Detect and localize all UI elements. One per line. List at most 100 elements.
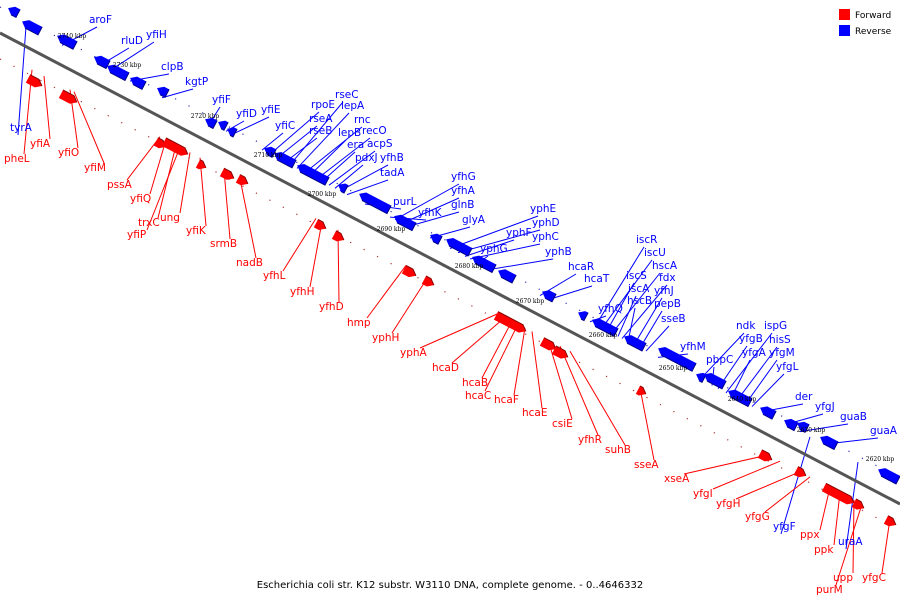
label-connector bbox=[751, 373, 785, 407]
feature-edge bbox=[799, 424, 810, 433]
label-connector bbox=[269, 111, 320, 155]
reverse-gene-feature bbox=[359, 192, 392, 214]
gene-label-yfhH: yfhH bbox=[290, 286, 314, 298]
gene-label-hmp: hmp bbox=[347, 317, 371, 329]
tick-label: 2700 kbp bbox=[308, 191, 337, 198]
gene-label-yfiK: yfiK bbox=[186, 225, 207, 237]
label-connector bbox=[391, 276, 429, 334]
feature-edge bbox=[109, 72, 130, 82]
gene-label-kgtP: kgtP bbox=[185, 76, 208, 88]
feature-edge bbox=[335, 230, 345, 241]
feature-edge bbox=[425, 275, 435, 286]
reverse-gene-feature bbox=[728, 389, 753, 407]
tick-label: 2690 kbp bbox=[377, 226, 406, 233]
gene-label-rluD: rluD bbox=[121, 35, 143, 47]
label-connector bbox=[401, 197, 460, 224]
reverse-gene-feature bbox=[338, 183, 349, 194]
feature-edge bbox=[223, 167, 235, 179]
label-connector bbox=[617, 295, 637, 337]
label-connector bbox=[481, 320, 513, 379]
label-connector bbox=[699, 332, 745, 380]
gene-label-yfiE: yfiE bbox=[261, 104, 280, 116]
feature-edge bbox=[880, 475, 900, 485]
gene-label-yfhG: yfhG bbox=[451, 171, 476, 183]
gene-label-rseB: rseB bbox=[309, 125, 332, 137]
gene-label-rseA: rseA bbox=[309, 113, 333, 125]
feature-edge bbox=[825, 482, 855, 504]
gene-label-tyrA: tyrA bbox=[10, 122, 33, 134]
feature-edge bbox=[544, 293, 557, 303]
label-connector bbox=[780, 436, 811, 535]
reverse-gene-feature bbox=[878, 468, 900, 484]
gene-features bbox=[8, 6, 900, 527]
forward-gene-feature bbox=[195, 159, 206, 170]
gene-label-hcaB: hcaB bbox=[462, 377, 488, 389]
reverse-gene-feature bbox=[696, 372, 707, 383]
tick-label: 2650 kbp bbox=[659, 365, 688, 372]
gene-label-trxC: trxC bbox=[138, 217, 160, 229]
gene-label-yphD: yphD bbox=[532, 217, 560, 229]
gene-label-tadA: tadA bbox=[380, 167, 405, 179]
gene-label-hcaD: hcaD bbox=[432, 362, 459, 374]
feature-edge bbox=[594, 325, 619, 338]
reverse-gene-feature bbox=[227, 127, 238, 137]
gene-label-yfiM: yfiM bbox=[84, 162, 106, 174]
reverse-gene-feature bbox=[760, 406, 777, 420]
label-connector bbox=[764, 476, 811, 513]
gene-label-hcaC: hcaC bbox=[465, 390, 491, 402]
forward-gene-feature bbox=[551, 345, 568, 359]
gene-label-rnc: rnc bbox=[354, 114, 371, 126]
gene-label-iscS: iscS bbox=[626, 270, 647, 282]
feature-edge bbox=[239, 174, 249, 185]
gene-label-suhB: suhB bbox=[605, 444, 631, 456]
feature-edge bbox=[276, 159, 297, 169]
label-connector bbox=[161, 88, 194, 99]
forward-gene-feature bbox=[25, 74, 42, 88]
legend-reverse-swatch bbox=[839, 25, 850, 36]
label-connector bbox=[419, 313, 499, 349]
reverse-gene-feature bbox=[297, 164, 330, 186]
feature-edge bbox=[660, 354, 697, 372]
label-connector bbox=[835, 503, 863, 586]
gene-label-yfiO: yfiO bbox=[58, 147, 79, 159]
forward-gene-feature bbox=[635, 385, 646, 396]
gene-label-purM: purM bbox=[816, 584, 843, 596]
reverse-gene-feature bbox=[274, 151, 297, 168]
label-connector bbox=[852, 499, 855, 574]
forward-gene-feature bbox=[219, 168, 234, 180]
label-connector bbox=[231, 116, 270, 135]
gene-label-pdxJ: pdxJ bbox=[355, 152, 378, 164]
gene-label-guaA: guaA bbox=[870, 425, 898, 437]
gene-label-yfiC: yfiC bbox=[275, 120, 295, 132]
label-connector bbox=[43, 75, 51, 140]
gene-label-yfgM: yfgM bbox=[769, 347, 795, 359]
tick-label: 2640 kbp bbox=[728, 396, 757, 403]
gene-label-yfhM: yfhM bbox=[680, 341, 706, 353]
reverse-gene-feature bbox=[57, 34, 78, 50]
reverse-gene-feature bbox=[820, 435, 839, 450]
gene-label-yfgC: yfgC bbox=[862, 572, 886, 584]
label-connector bbox=[309, 221, 323, 288]
forward-gene-feature bbox=[58, 89, 77, 104]
reverse-gene-feature bbox=[704, 373, 727, 389]
gene-label-yfhR: yfhR bbox=[578, 434, 602, 446]
label-connector bbox=[146, 147, 181, 231]
label-connector bbox=[737, 346, 778, 400]
forward-gene-feature bbox=[161, 137, 188, 156]
label-connector bbox=[489, 258, 554, 270]
tick-label: 2720 kbp bbox=[191, 113, 220, 120]
label-connector bbox=[645, 325, 670, 352]
feature-edge bbox=[396, 222, 417, 232]
gene-label-iscU: iscU bbox=[644, 247, 666, 259]
label-connector bbox=[261, 132, 284, 151]
tick-label: 2680 kbp bbox=[455, 263, 484, 270]
gene-label-yfhB: yfhB bbox=[380, 152, 404, 164]
label-connector bbox=[366, 265, 407, 319]
label-connector bbox=[157, 144, 177, 219]
feature-edge bbox=[639, 385, 647, 395]
feature-edge bbox=[132, 81, 147, 90]
gene-label-hcaF: hcaF bbox=[494, 394, 519, 406]
gene-label-yfgJ: yfgJ bbox=[815, 401, 835, 413]
label-connector bbox=[199, 157, 207, 227]
gene-label-hcaT: hcaT bbox=[584, 273, 610, 285]
